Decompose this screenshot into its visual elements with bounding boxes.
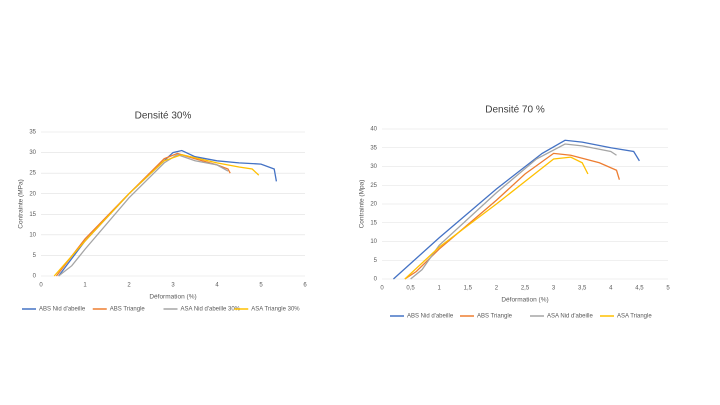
- y-tick-label: 20: [370, 202, 377, 208]
- y-tick-label: 5: [33, 253, 37, 259]
- chart-title: Densité 70 %: [485, 105, 545, 116]
- x-axis-label: Déformation (%): [501, 297, 548, 304]
- x-axis-label: Déformation (%): [149, 294, 196, 301]
- line-series: [393, 139, 640, 280]
- legend-label: ASA Nid d'abeille 30%: [181, 307, 241, 313]
- y-tick-label: 5: [374, 258, 378, 264]
- x-tick-label: 1: [438, 286, 442, 292]
- line-series: [58, 149, 278, 277]
- legend-label: ASA Triangle 30%: [251, 307, 300, 313]
- x-tick-label: 3,5: [578, 286, 587, 292]
- legend-label: ASA Triangle: [617, 314, 652, 320]
- x-tick-label: 0,5: [406, 286, 415, 292]
- line-series: [55, 152, 231, 277]
- line-series: [404, 156, 589, 280]
- x-tick-label: 5: [666, 286, 670, 292]
- x-tick-label: 1: [83, 283, 87, 289]
- y-tick-label: 35: [29, 130, 36, 136]
- chart-title: Densité 30%: [135, 111, 192, 122]
- legend-label: ABS Triangle: [477, 314, 513, 320]
- line-series: [410, 143, 617, 280]
- legend-label: ABS Nid d'abeille: [39, 307, 86, 313]
- y-tick-label: 40: [370, 127, 377, 133]
- line-series: [53, 153, 260, 277]
- line-series: [404, 152, 621, 280]
- y-tick-label: 30: [370, 164, 377, 170]
- y-tick-label: 0: [374, 277, 378, 283]
- y-axis-label: Contrainte (MPa): [18, 179, 25, 229]
- x-tick-label: 6: [303, 283, 307, 289]
- y-tick-label: 25: [370, 183, 377, 189]
- legend-label: ASA Nid d'abeille: [547, 314, 594, 320]
- x-tick-label: 4: [215, 283, 219, 289]
- legend-label: ABS Triangle: [110, 307, 146, 313]
- x-tick-label: 2: [127, 283, 131, 289]
- line-series: [58, 153, 229, 277]
- y-tick-label: 0: [33, 274, 37, 280]
- x-tick-label: 2: [495, 286, 499, 292]
- x-tick-label: 0: [380, 286, 384, 292]
- y-tick-label: 35: [370, 145, 377, 151]
- y-tick-label: 30: [29, 150, 36, 156]
- legend-label: ABS Nid d'abeille: [407, 314, 454, 320]
- x-tick-label: 4: [609, 286, 613, 292]
- y-tick-label: 10: [370, 239, 377, 245]
- x-tick-label: 1,5: [464, 286, 473, 292]
- x-tick-label: 5: [259, 283, 263, 289]
- y-tick-label: 10: [29, 232, 36, 238]
- x-tick-label: 3: [171, 283, 175, 289]
- y-tick-label: 20: [29, 191, 36, 197]
- x-tick-label: 3: [552, 286, 556, 292]
- x-tick-label: 2,5: [521, 286, 530, 292]
- y-tick-label: 15: [29, 212, 36, 218]
- x-tick-label: 4,5: [635, 286, 644, 292]
- y-tick-label: 15: [370, 220, 377, 226]
- y-tick-label: 25: [29, 171, 36, 177]
- y-axis-label: Contrainte (Mpa): [359, 180, 366, 229]
- x-tick-label: 0: [39, 283, 43, 289]
